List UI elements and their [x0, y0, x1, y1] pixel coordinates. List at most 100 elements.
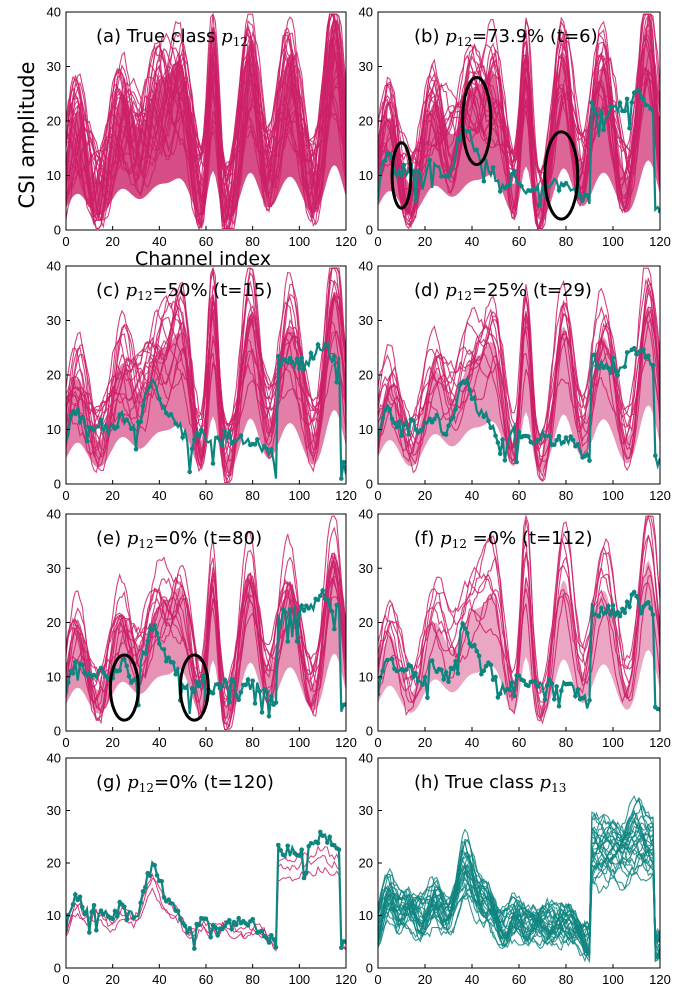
teal-marker — [528, 439, 534, 445]
teal-marker — [434, 412, 440, 418]
series-p13-trace — [378, 589, 660, 712]
x-tick-label: 20 — [418, 488, 432, 503]
teal-marker — [443, 432, 449, 437]
teal-marker — [264, 689, 270, 694]
teal-marker — [408, 417, 414, 422]
teal-marker — [187, 926, 192, 931]
teal-marker — [325, 840, 330, 845]
teal-marker — [320, 833, 326, 838]
teal-marker — [73, 659, 78, 665]
teal-marker — [301, 367, 307, 372]
x-tick-label: 100 — [602, 735, 624, 750]
series-p13-trace — [378, 86, 660, 214]
teal-marker — [66, 689, 69, 694]
x-tick-label: 60 — [199, 972, 213, 987]
teal-marker — [131, 915, 136, 920]
teal-marker — [624, 350, 630, 355]
teal-marker — [580, 695, 585, 701]
teal-marker — [455, 671, 461, 676]
plot-area-d — [378, 267, 660, 482]
x-tick-label: 100 — [602, 488, 624, 503]
teal-marker — [234, 693, 239, 698]
x-tick-label: 20 — [105, 488, 119, 503]
teal-marker — [299, 603, 305, 608]
teal-marker — [650, 362, 656, 368]
x-tick-label: 20 — [105, 735, 119, 750]
y-tick-label: 10 — [359, 669, 373, 684]
x-tick-label: 120 — [335, 234, 357, 249]
teal-marker — [334, 602, 340, 608]
teal-marker — [465, 128, 470, 134]
teal-marker — [329, 609, 335, 614]
x-tick-label: 60 — [512, 972, 526, 987]
teal-marker — [196, 433, 202, 439]
y-tick-label: 0 — [366, 961, 373, 976]
teal-marker — [427, 416, 433, 422]
series-p13-lines — [378, 794, 660, 964]
teal-marker — [117, 412, 122, 417]
teal-marker — [194, 679, 199, 684]
teal-marker — [306, 606, 312, 611]
teal-marker — [418, 428, 423, 433]
teal-marker — [401, 423, 407, 428]
teal-marker — [147, 873, 153, 878]
teal-marker — [287, 607, 293, 612]
teal-marker — [378, 675, 383, 680]
teal-marker — [460, 621, 465, 626]
teal-marker — [213, 924, 218, 930]
x-tick-label: 0 — [62, 735, 69, 750]
y-tick-label: 10 — [47, 908, 61, 923]
teal-marker — [497, 188, 503, 194]
teal-marker — [631, 589, 637, 595]
teal-marker — [187, 469, 192, 475]
teal-marker — [80, 414, 85, 420]
teal-marker — [70, 902, 76, 907]
teal-marker — [234, 922, 239, 928]
teal-marker — [415, 678, 421, 683]
y-tick-label: 30 — [359, 313, 373, 328]
teal-marker — [495, 695, 501, 700]
teal-marker — [641, 96, 646, 102]
teal-marker — [210, 690, 216, 696]
teal-marker — [269, 933, 274, 938]
y-tick-label: 20 — [359, 368, 373, 383]
teal-marker — [533, 680, 538, 685]
teal-marker — [273, 944, 279, 950]
x-tick-label: 60 — [512, 488, 526, 503]
teal-marker — [465, 630, 470, 636]
x-tick-label: 40 — [152, 488, 166, 503]
teal-marker — [112, 908, 118, 914]
x-tick-label: 40 — [465, 488, 479, 503]
teal-marker — [408, 663, 414, 669]
y-tick-label: 40 — [359, 507, 373, 522]
teal-marker — [537, 437, 543, 442]
teal-marker — [334, 379, 340, 385]
x-tick-label: 120 — [649, 735, 671, 750]
teal-marker — [180, 435, 185, 440]
teal-marker — [474, 648, 480, 654]
panel-a: 0 20 40 60 80 100 120 0 10 20 30 40 (a) True class p… — [47, 5, 357, 250]
teal-marker — [66, 680, 71, 685]
y-tick-label: 10 — [359, 908, 373, 923]
x-tick-label: 0 — [374, 972, 381, 987]
x-tick-label: 120 — [335, 488, 357, 503]
teal-marker — [432, 416, 437, 422]
teal-marker — [441, 676, 447, 682]
teal-marker — [70, 671, 76, 676]
x-tick-label: 40 — [152, 735, 166, 750]
teal-marker — [399, 433, 404, 438]
teal-marker — [280, 852, 286, 858]
teal-marker — [378, 432, 381, 438]
teal-marker — [406, 432, 411, 437]
teal-marker — [467, 387, 472, 393]
teal-marker — [238, 433, 244, 438]
teal-marker — [73, 892, 78, 897]
teal-marker — [269, 694, 274, 699]
teal-marker — [469, 396, 475, 402]
teal-marker — [641, 347, 646, 352]
teal-marker — [622, 364, 628, 370]
teal-marker — [603, 610, 609, 615]
teal-marker — [526, 434, 531, 439]
plot-area-h — [378, 794, 660, 964]
teal-marker — [315, 840, 321, 846]
